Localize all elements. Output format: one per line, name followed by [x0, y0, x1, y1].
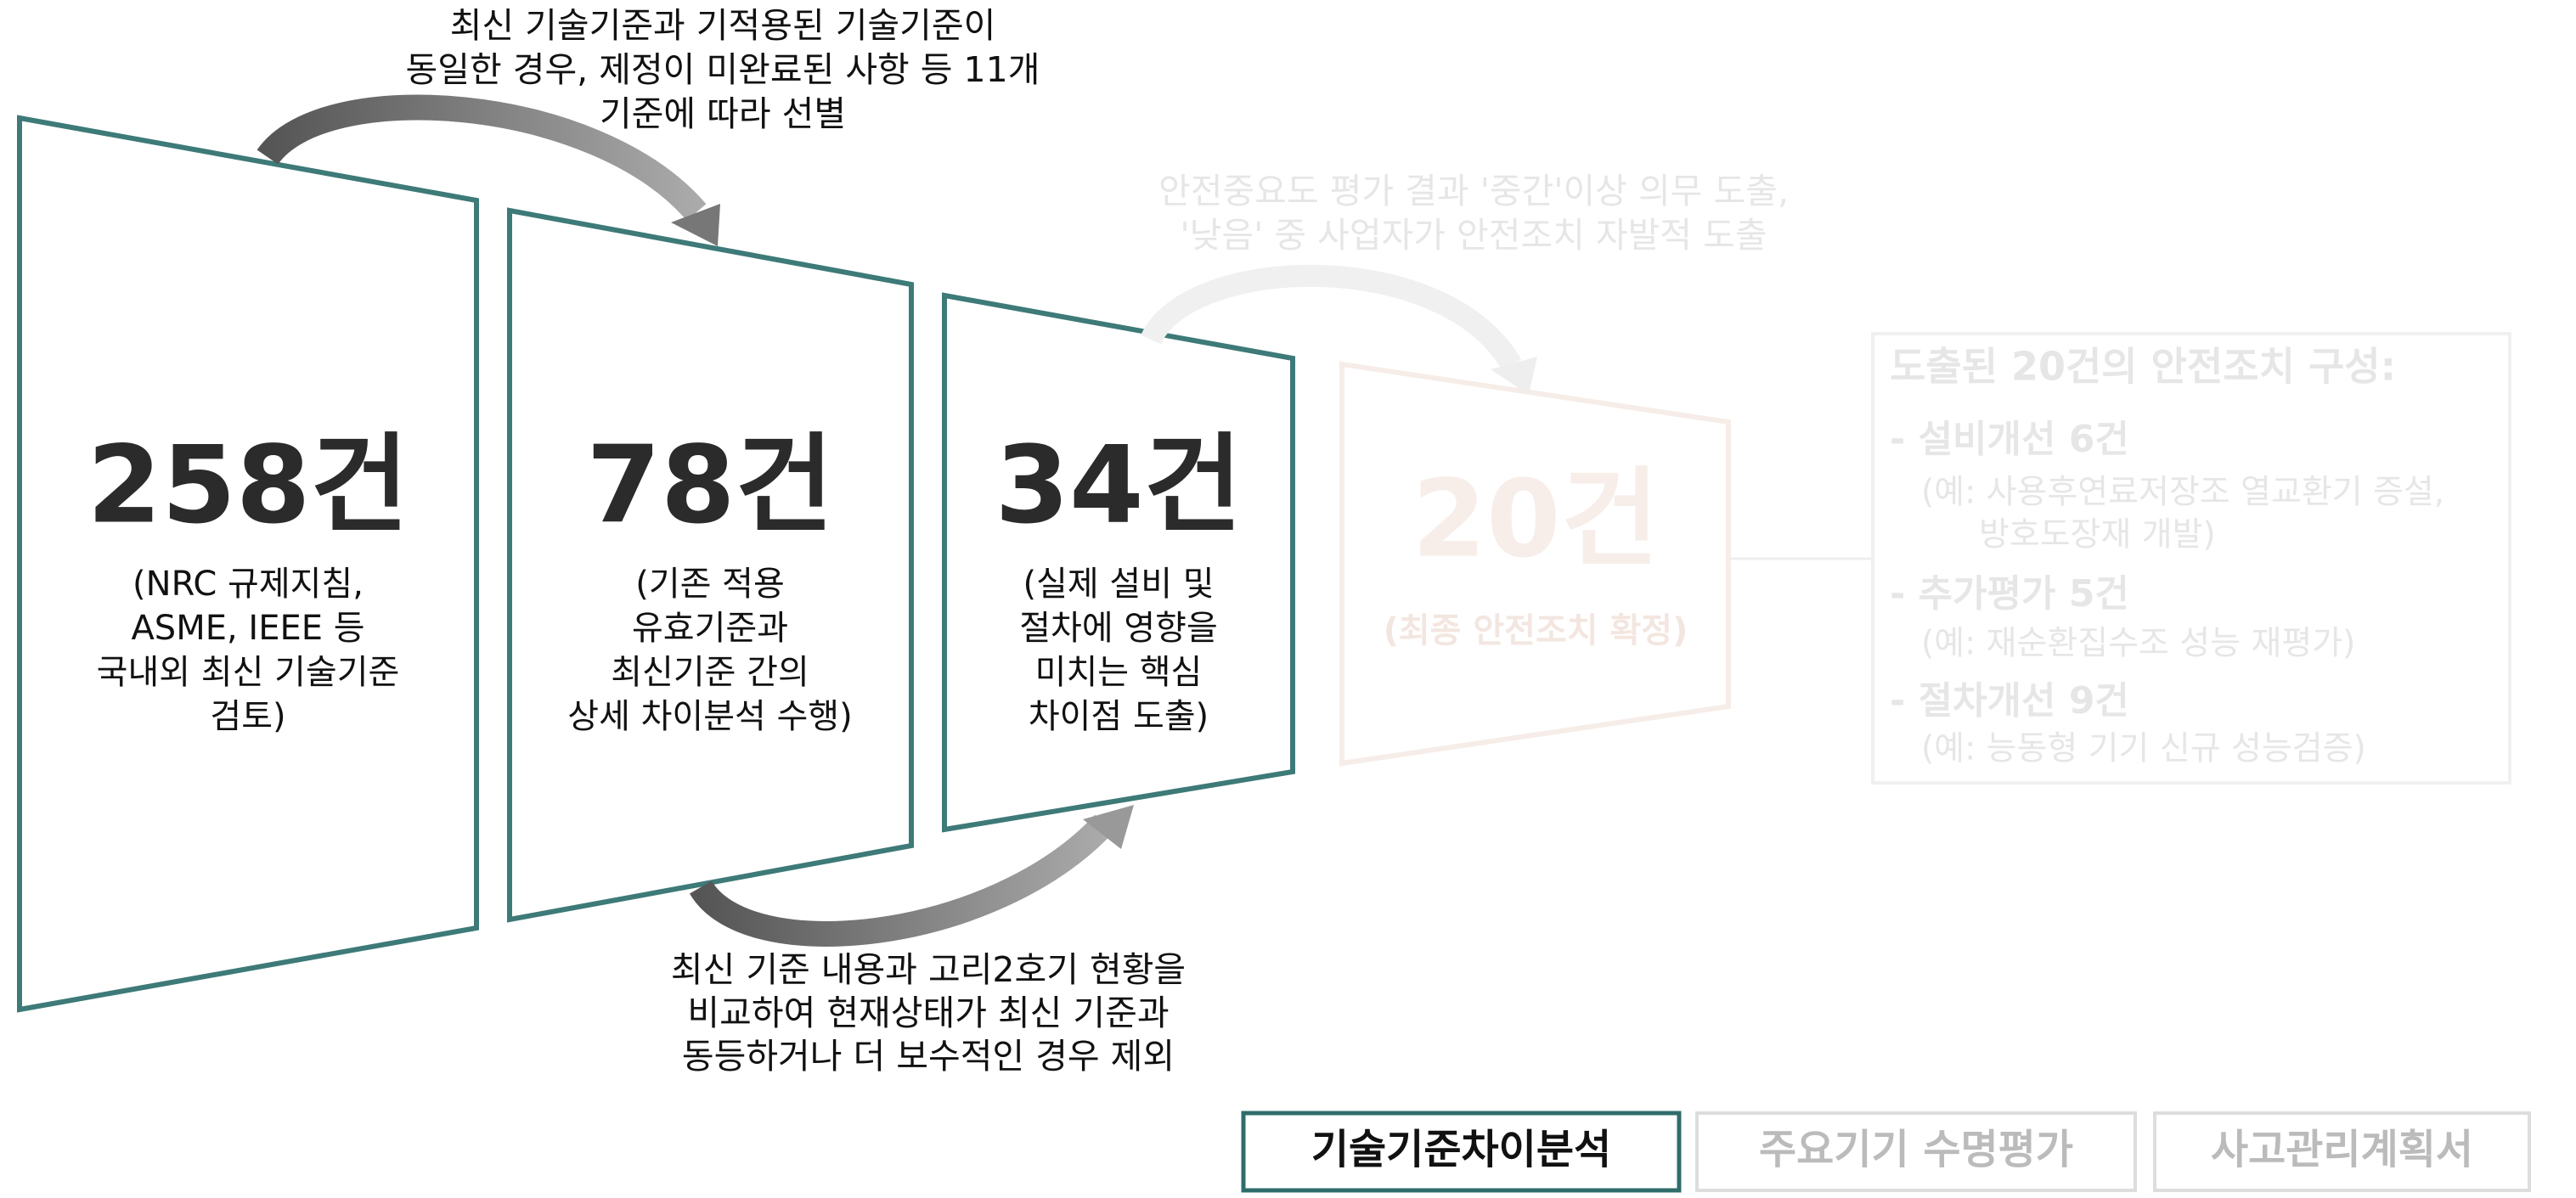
faded-note: '낮음' 중 사업자가 안전조치 자발적 도출	[1180, 215, 1767, 256]
summary-title: 도출된 20건의 안전조치 구성:	[1890, 344, 2396, 390]
panel-desc: ASME, IEEE 등	[131, 609, 364, 648]
panels	[17, 115, 1295, 1013]
panel-count: 258건	[87, 423, 409, 548]
bottom-note: 동등하거나 더 보수적인 경우 제외	[682, 1036, 1175, 1077]
final-count: 20건	[1412, 457, 1659, 582]
tab-label[interactable]: 사고관리계획서	[2211, 1126, 2473, 1173]
panel-desc: 최신기준 간의	[611, 653, 809, 692]
faded-arrow-head	[1491, 357, 1537, 395]
panel-desc: 유효기준과	[632, 609, 788, 648]
panel	[507, 207, 914, 923]
top-note: 기준에 따라 선별	[600, 93, 846, 134]
arrow-head	[671, 204, 720, 246]
summary-box	[1871, 332, 2511, 785]
tab-label[interactable]: 기술기준차이분석	[1311, 1126, 1611, 1173]
panel-count: 78건	[586, 423, 833, 548]
panel	[942, 292, 1295, 833]
arrow-head	[1083, 805, 1134, 849]
faded-note: 안전중요도 평가 결과 '중간'이상 의무 도출,	[1158, 171, 1789, 211]
summary-example: (예: 재순환집수조 성능 재평가)	[1921, 625, 2355, 663]
panel-desc: 절차에 영향을	[1019, 609, 1218, 648]
final-desc: (최종 안전조치 확정)	[1384, 611, 1688, 650]
top-note: 최신 기술기준과 기적용된 기술기준이	[450, 5, 996, 46]
bottom-note: 최신 기준 내용과 고리2호기 현황을	[671, 949, 1186, 990]
panel	[17, 115, 479, 1013]
panel-desc: 검토)	[210, 697, 285, 736]
panel-count: 34건	[995, 423, 1242, 548]
panel-desc: (실제 설비 및	[1023, 565, 1214, 604]
summary-example: 방호도장재 개발)	[1979, 516, 2216, 554]
panel-desc: 상세 차이분석 수행)	[567, 697, 852, 736]
tab-label[interactable]: 주요기기 수명평가	[1759, 1126, 2073, 1173]
faded-arrow	[1141, 264, 1522, 371]
panel-desc: 국내외 최신 기술기준	[97, 653, 400, 692]
summary-example: (예: 사용후연료저장조 열교환기 증설,	[1921, 474, 2444, 512]
arrow	[690, 814, 1113, 947]
top-note: 동일한 경우, 제정이 미완료된 사항 등 11개	[406, 49, 1040, 90]
panel-desc: 미치는 핵심	[1035, 653, 1203, 692]
summary-example: (예: 능동형 기기 신규 성능검증)	[1921, 730, 2366, 768]
tab[interactable]	[2153, 1111, 2531, 1192]
tab[interactable]	[1695, 1111, 2137, 1192]
summary-item: - 추가평가 5건	[1890, 572, 2129, 616]
final-panel	[1339, 361, 1731, 767]
tab[interactable]	[1241, 1111, 1682, 1193]
panel-desc: (기존 적용	[635, 565, 785, 604]
summary-item: - 설비개선 6건	[1890, 418, 2129, 461]
bottom-note: 비교하여 현재상태가 최신 기준과	[687, 993, 1169, 1033]
panel-desc: 차이점 도출)	[1029, 697, 1209, 736]
panel-desc: (NRC 규제지침,	[132, 565, 364, 604]
arrow	[256, 94, 707, 221]
summary-item: - 절차개선 9건	[1890, 679, 2129, 723]
